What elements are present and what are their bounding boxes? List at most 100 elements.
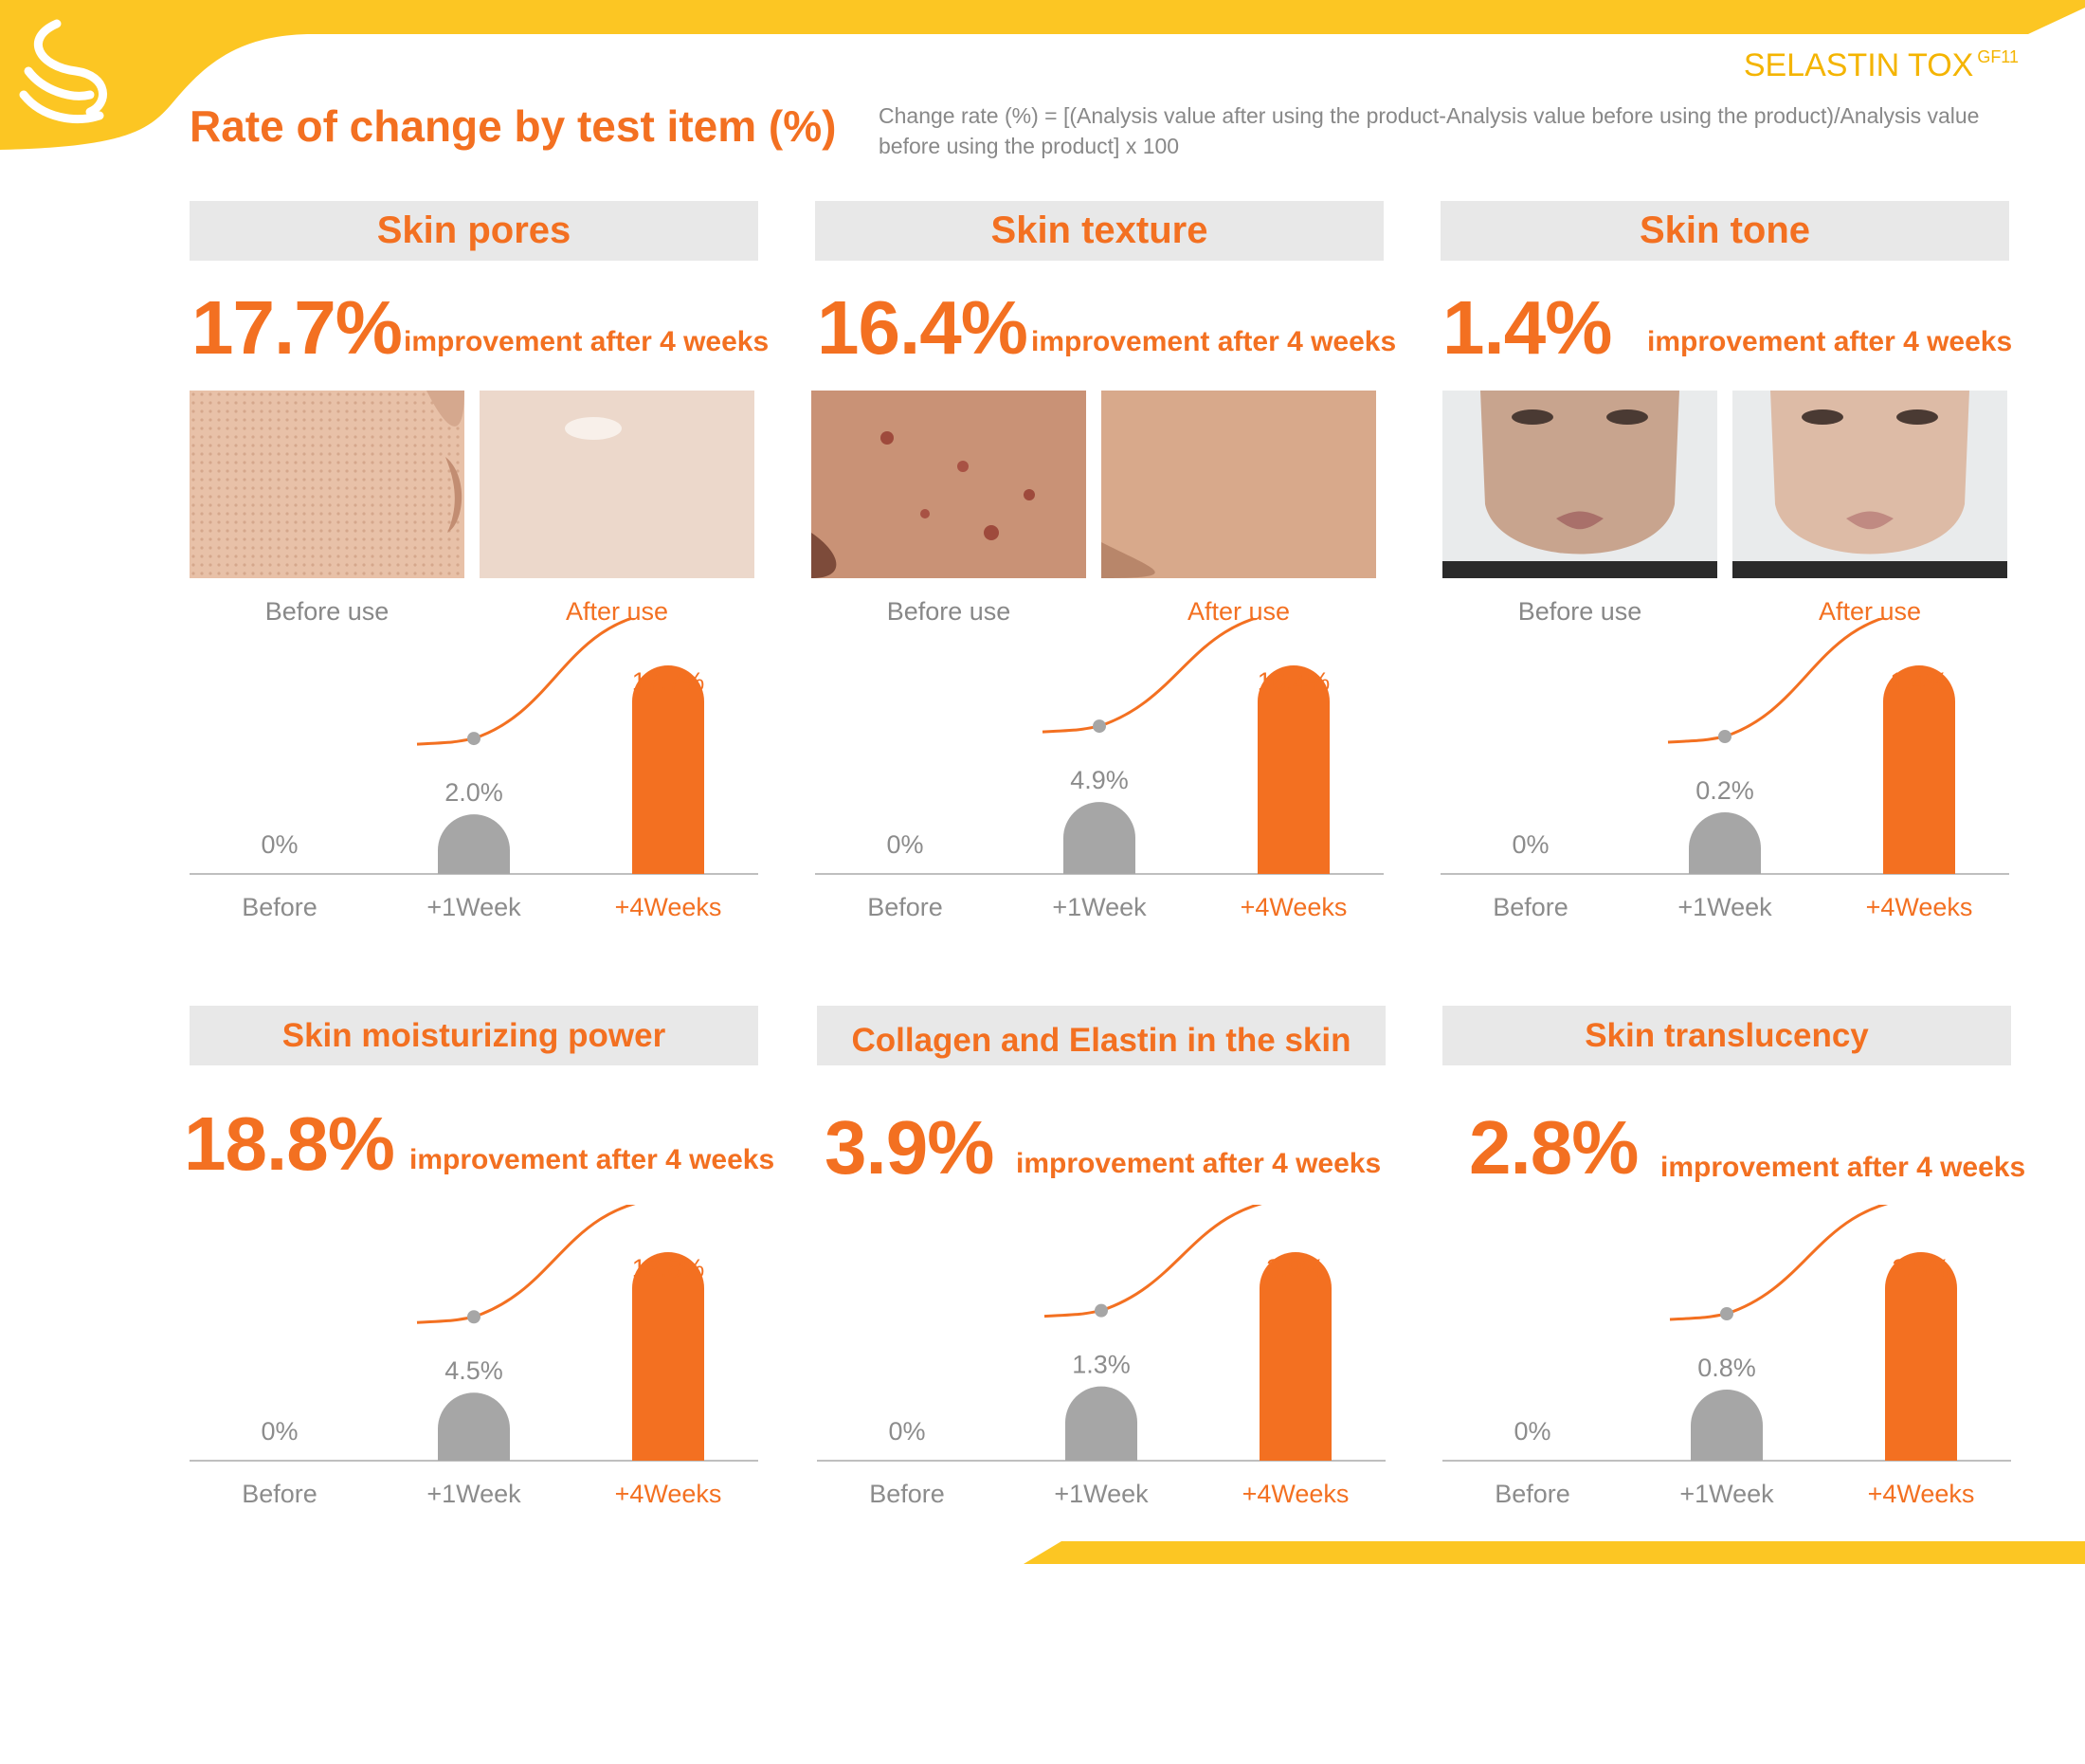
trend-curve xyxy=(416,618,637,746)
category-label: Before xyxy=(869,1480,945,1508)
brand-superscript: GF11 xyxy=(1977,47,2019,66)
value-label: 0% xyxy=(886,830,923,859)
bar-1week xyxy=(1691,1390,1763,1461)
trend-point-1week xyxy=(1720,1307,1733,1320)
value-label: 0.8% xyxy=(1697,1354,1756,1382)
headline-percent: 1.4% xyxy=(1442,285,1612,370)
value-label: 4.5% xyxy=(444,1356,503,1385)
value-label: 0% xyxy=(1512,830,1549,859)
value-label: 0% xyxy=(1514,1417,1550,1446)
category-label: Before xyxy=(1495,1480,1570,1508)
bar-4weeks xyxy=(632,665,704,874)
category-label: +4Weeks xyxy=(1866,893,1973,921)
trend-point-1week xyxy=(1718,730,1731,743)
bar-1week xyxy=(438,1392,510,1461)
headline-percent: 2.8% xyxy=(1469,1105,1639,1190)
category-label: Before xyxy=(1493,893,1568,921)
category-label: +1Week xyxy=(1054,1480,1149,1508)
category-label: +4Weeks xyxy=(1241,893,1348,921)
value-label: 0.2% xyxy=(1695,776,1754,805)
headline-percent: 16.4% xyxy=(817,285,1028,370)
before-photo xyxy=(811,391,1086,578)
headline-percent: 3.9% xyxy=(825,1105,994,1190)
category-label: +1Week xyxy=(426,1480,521,1508)
s-wave-logo-icon xyxy=(19,19,107,123)
panel-skin-moisturizing: Skin moisturizing power 18.8% improvemen… xyxy=(184,1006,774,1764)
bar-1week xyxy=(438,814,510,874)
bar-1week xyxy=(1065,1386,1137,1461)
improvement-text: improvement after 4 weeks xyxy=(1660,1152,2026,1183)
panel-skin-tone: Skin tone 1.4% improvement after 4 weeks… xyxy=(1441,201,2013,959)
headline-percent: 18.8% xyxy=(184,1101,395,1186)
improvement-text: improvement after 4 weeks xyxy=(1016,1148,1382,1179)
after-photo xyxy=(480,391,754,578)
panel-skin-translucency: Skin translucency 2.8% improvement after… xyxy=(1442,1006,2025,1764)
category-label: Before xyxy=(242,1480,317,1508)
panel-collagen-elastin: Collagen and Elastin in the skin 3.9% im… xyxy=(817,1006,1386,1764)
bar-1week xyxy=(1689,812,1761,874)
value-label: 1.4% xyxy=(1890,667,1949,696)
before-photo xyxy=(1442,391,1717,578)
bar-4weeks xyxy=(1885,1252,1957,1461)
value-label: 2.8% xyxy=(1892,1254,1950,1282)
category-label: +1Week xyxy=(1052,893,1147,921)
top-banner xyxy=(0,0,2085,150)
category-label: +4Weeks xyxy=(615,893,722,921)
bar-chart: 0% 0.2% 1.4% Before +1Week +4Weeks xyxy=(1441,618,2009,921)
bar-chart: 0% 4.9% 16.4% Before +1Week +4Weeks xyxy=(815,618,1384,921)
value-label: 16.4% xyxy=(1258,667,1331,696)
improvement-text: improvement after 4 weeks xyxy=(404,326,770,357)
trend-curve xyxy=(1043,1205,1262,1318)
improvement-text: improvement after 4 weeks xyxy=(1031,326,1397,357)
category-label: Before xyxy=(242,893,317,921)
after-use-caption: After use xyxy=(565,597,669,626)
bar-chart: 0% 0.8% 2.8% Before +1Week +4Weeks xyxy=(1442,1205,2011,1508)
trend-point-1week xyxy=(467,1310,480,1324)
value-label: 17.7% xyxy=(632,667,705,696)
trend-curve xyxy=(1667,618,1888,744)
panel-skin-pores: Skin pores 17.7% improvement after 4 wee… xyxy=(190,201,769,959)
trend-curve xyxy=(1669,1205,1889,1321)
bar-4weeks xyxy=(1883,665,1955,874)
panel-title: Skin pores xyxy=(190,201,758,261)
improvement-text: improvement after 4 weeks xyxy=(1647,326,2013,357)
category-label: +4Weeks xyxy=(1242,1480,1350,1508)
page-title: Rate of change by test item (%) xyxy=(190,101,837,151)
after-use-caption: After use xyxy=(1818,597,1922,626)
after-photo xyxy=(1732,391,2007,578)
trend-point-1week xyxy=(1093,719,1106,734)
value-label: 0% xyxy=(261,830,298,859)
trend-point-1week xyxy=(467,732,480,746)
before-photo xyxy=(190,391,464,578)
category-label: +1Week xyxy=(1677,893,1772,921)
brand-name: SELASTIN TOX GF11 xyxy=(1743,47,2019,83)
panel-title: Collagen and Elastin in the skin xyxy=(817,1006,1386,1065)
value-label: 1.3% xyxy=(1072,1351,1131,1379)
value-label: 0% xyxy=(261,1417,298,1446)
bar-chart: 0% 2.0% 17.7% Before +1Week +4Weeks xyxy=(190,618,758,921)
value-label: 18.8% xyxy=(632,1254,705,1282)
before-use-caption: Before use xyxy=(886,597,1011,626)
before-use-caption: Before use xyxy=(1517,597,1642,626)
trend-curve xyxy=(416,1205,636,1324)
trend-point-1week xyxy=(1095,1303,1108,1318)
panel-skin-texture: Skin texture 16.4% improvement after 4 w… xyxy=(811,201,1396,959)
after-photo xyxy=(1101,391,1376,578)
value-label: 0% xyxy=(888,1417,925,1446)
panel-title: Skin translucency xyxy=(1442,1006,2011,1065)
category-label: +4Weeks xyxy=(615,1480,722,1508)
category-label: +1Week xyxy=(426,893,521,921)
panel-title: Skin texture xyxy=(815,201,1384,261)
headline-percent: 17.7% xyxy=(191,285,403,370)
after-use-caption: After use xyxy=(1187,597,1291,626)
bar-chart: 0% 4.5% 18.8% Before +1Week +4Weeks xyxy=(190,1205,758,1508)
trend-curve xyxy=(1042,618,1260,734)
category-label: +1Week xyxy=(1679,1480,1774,1508)
value-label: 3.9% xyxy=(1266,1254,1325,1282)
value-label: 2.0% xyxy=(444,778,503,807)
bar-4weeks xyxy=(1258,665,1330,874)
improvement-text: improvement after 4 weeks xyxy=(409,1144,775,1175)
before-use-caption: Before use xyxy=(264,597,390,626)
bottom-banner xyxy=(1024,1541,2085,1564)
category-label: +4Weeks xyxy=(1868,1480,1975,1508)
